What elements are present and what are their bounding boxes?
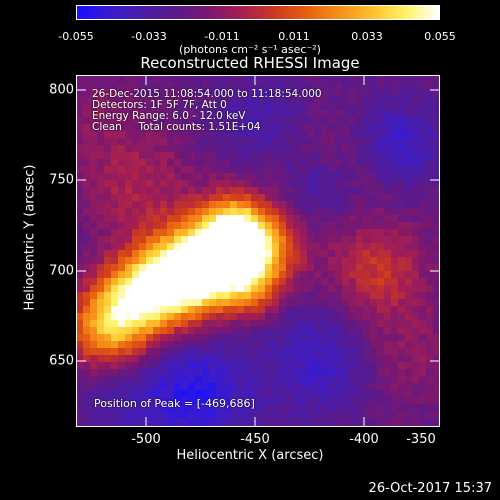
energy-range-label: Energy Range: 6.0 - 12.0 keV <box>92 110 246 122</box>
y-axis-label: Heliocentric Y (arcsec) <box>22 164 38 311</box>
y-tick-label: 750 <box>49 172 74 188</box>
timestamp-footer: 26-Oct-2017 15:37 <box>368 481 492 496</box>
y-tick-label: 650 <box>49 353 74 369</box>
x-tick-label: -500 <box>131 432 161 447</box>
image-pixels <box>76 75 440 427</box>
colorbar-tick: -0.033 <box>131 30 167 43</box>
colorbar-tick: 0.033 <box>351 30 383 43</box>
colorbar-tick: 0.011 <box>278 30 310 43</box>
plot-title: Reconstructed RHESSI Image <box>140 54 360 72</box>
clean-counts-label: Clean Total counts: 1.51E+04 <box>92 121 261 133</box>
x-tick-label: -350 <box>406 432 436 447</box>
rhessi-image <box>76 75 440 427</box>
detectors-label: Detectors: 1F 5F 7F, Att 0 <box>92 99 227 111</box>
axis-ticks <box>76 75 440 427</box>
y-tick-label: 800 <box>49 82 74 98</box>
colorbar-tick: 0.055 <box>424 30 456 43</box>
y-tick-label: 700 <box>49 263 74 279</box>
colorbar-units: (photons cm⁻² s⁻¹ asec⁻²) <box>179 43 321 56</box>
x-tick-label: -450 <box>240 432 270 447</box>
colorbar-tick: -0.011 <box>204 30 240 43</box>
x-axis-label: Heliocentric X (arcsec) <box>176 448 324 463</box>
peak-position-label: Position of Peak = [-469,686] <box>94 397 255 410</box>
colorbar <box>76 5 440 20</box>
plot-frame <box>76 75 440 427</box>
x-tick-label: -400 <box>349 432 379 447</box>
time-range-label: 26-Dec-2015 11:08:54.000 to 11:18:54.000 <box>92 88 322 100</box>
colorbar-tick: -0.055 <box>58 30 94 43</box>
